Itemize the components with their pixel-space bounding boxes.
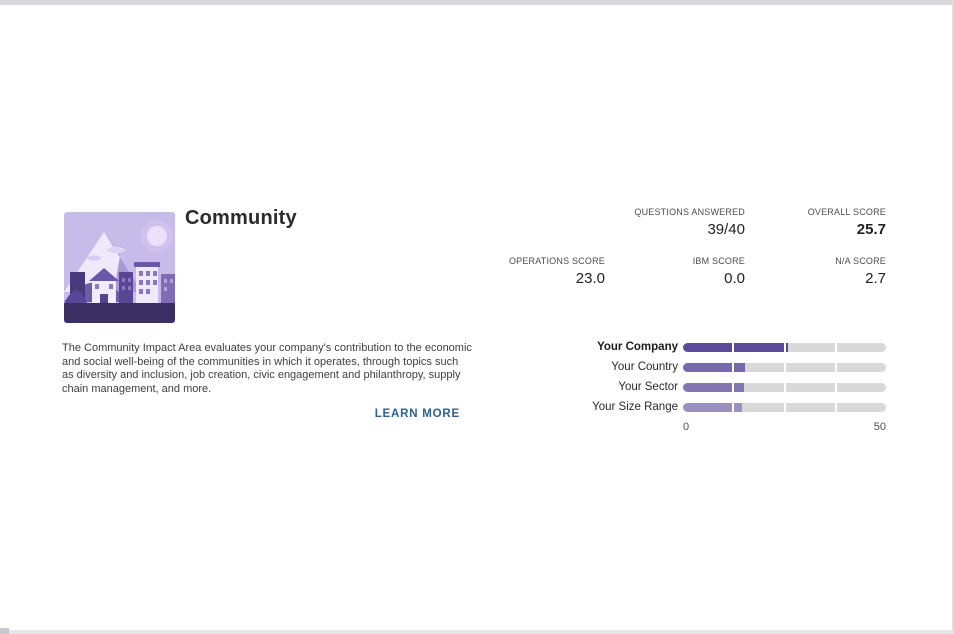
stat-label: OPERATIONS SCORE: [508, 256, 605, 266]
window-bottom-border: [0, 630, 954, 634]
stat-value: 0.0: [724, 270, 745, 287]
stat-na-score: N/A SCORE 2.7: [745, 256, 886, 288]
stat-operations-score: OPERATIONS SCORE 23.0: [505, 256, 605, 288]
stat-label: QUESTIONS ANSWERED: [634, 207, 745, 217]
stat-label: IBM SCORE: [692, 256, 745, 266]
score-summary-row-2: OPERATIONS SCORE 23.0 IBM SCORE 0.0 N/A …: [505, 256, 886, 288]
stat-ibm-score: IBM SCORE 0.0: [605, 256, 745, 288]
page-title: Community: [185, 207, 297, 229]
score-bar-track: [683, 362, 886, 372]
x-axis-tick-min: 0: [683, 421, 690, 433]
score-bar-fill: [785, 342, 789, 352]
chart-x-axis: 0 50: [683, 421, 886, 433]
chart-row-your-sector: Your Sector: [552, 377, 886, 397]
score-summary-row-1: QUESTIONS ANSWERED 39/40 OVERALL SCORE 2…: [505, 207, 886, 239]
score-bar-fill: [734, 382, 745, 392]
chart-row-your-country: Your Country: [552, 357, 886, 377]
community-illustration: [64, 212, 175, 323]
stat-overall-score: OVERALL SCORE 25.7: [745, 207, 886, 239]
score-bar-track: [683, 402, 886, 412]
score-bar-fill: [683, 382, 733, 392]
impact-area-description: The Community Impact Area evaluates your…: [62, 342, 472, 395]
chart-row-label: Your Company: [597, 341, 678, 353]
chart-row-your-company: Your Company: [552, 337, 886, 357]
score-bar-fill: [734, 342, 784, 352]
x-axis-tick-max: 50: [873, 421, 886, 433]
score-bar-track: [683, 342, 886, 352]
score-bar-fill: [683, 362, 733, 372]
chart-row-your-size-range: Your Size Range: [552, 397, 886, 417]
stat-label: N/A SCORE: [835, 256, 886, 266]
score-bar-fill: [734, 402, 743, 412]
learn-more-link[interactable]: LEARN MORE: [374, 408, 460, 420]
score-summary: QUESTIONS ANSWERED 39/40 OVERALL SCORE 2…: [505, 207, 886, 288]
town-scene-graphic: [64, 212, 175, 323]
stat-questions-answered: QUESTIONS ANSWERED 39/40: [605, 207, 745, 239]
score-bar-track: [683, 382, 886, 392]
benchmark-bar-chart: Your Company Your Country Your Sector Yo…: [552, 337, 886, 433]
chart-row-label: Your Country: [611, 361, 678, 373]
stat-value: 23.0: [575, 270, 605, 287]
score-bar-fill: [683, 342, 733, 352]
window-corner: [0, 628, 9, 634]
window-top-border: [0, 0, 954, 5]
window-right-border: [952, 0, 954, 634]
stat-label: OVERALL SCORE: [807, 207, 886, 217]
chart-row-label: Your Size Range: [592, 401, 678, 413]
stat-value: 39/40: [707, 221, 745, 238]
stat-value: 2.7: [865, 270, 886, 287]
chart-row-label: Your Sector: [618, 381, 678, 393]
stat-value: 25.7: [856, 221, 886, 238]
score-bar-fill: [683, 402, 733, 412]
stat-spacer: [505, 207, 605, 239]
score-bar-fill: [734, 362, 746, 372]
